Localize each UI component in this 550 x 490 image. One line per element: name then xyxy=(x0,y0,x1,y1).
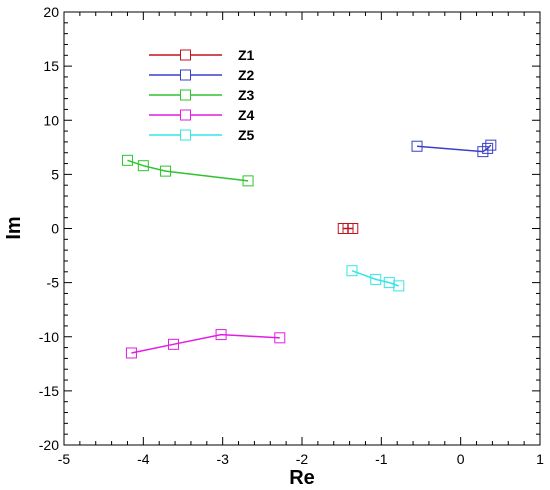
legend-item-z3: Z3 xyxy=(149,87,255,103)
legend-marker xyxy=(180,69,191,81)
y-axis-title: Im xyxy=(3,216,25,239)
x-tick-label: -3 xyxy=(216,451,229,467)
series-line xyxy=(131,333,280,354)
x-tick-label: -1 xyxy=(375,451,388,467)
legend-item-z4: Z4 xyxy=(149,107,255,123)
data-point-marker xyxy=(346,265,358,277)
y-tick-label: -10 xyxy=(39,329,59,345)
legend-item-z5: Z5 xyxy=(149,127,255,143)
x-tick-label: -4 xyxy=(137,451,150,467)
series-line xyxy=(351,270,400,287)
data-point-marker xyxy=(393,280,405,292)
y-tick-label: -5 xyxy=(47,275,60,291)
series-z4 xyxy=(125,329,286,359)
legend-label: Z2 xyxy=(238,67,255,83)
data-point-marker xyxy=(242,175,254,187)
data-point-marker xyxy=(125,347,137,359)
y-tick-label: 0 xyxy=(51,221,59,237)
x-tick-label: 1 xyxy=(536,451,544,467)
y-tick-label: 10 xyxy=(43,112,59,128)
data-point-marker xyxy=(121,154,133,166)
x-axis-title: Re xyxy=(289,467,315,489)
y-tick-label: -20 xyxy=(39,437,59,453)
legend-marker xyxy=(180,89,191,101)
x-tick-label: -5 xyxy=(58,451,71,467)
data-point-marker xyxy=(215,329,227,341)
y-tick-label: -15 xyxy=(39,383,59,399)
legend-marker xyxy=(180,129,191,141)
data-point-marker xyxy=(167,338,179,350)
data-point-marker xyxy=(485,139,497,151)
data-point-marker xyxy=(274,332,286,344)
legend-label: Z1 xyxy=(238,47,255,63)
legend-item-z1: Z1 xyxy=(149,47,255,63)
legend-item-z2: Z2 xyxy=(149,67,255,83)
x-tick-label: -2 xyxy=(296,451,309,467)
legend-label: Z3 xyxy=(238,87,255,103)
series-z1 xyxy=(337,223,359,234)
series-z3 xyxy=(121,154,254,187)
data-point-marker xyxy=(160,165,172,177)
data-point-marker xyxy=(411,140,423,152)
legend-marker xyxy=(180,49,191,61)
data-point-marker xyxy=(370,273,382,285)
data-point-marker xyxy=(482,142,494,154)
plot-series xyxy=(121,139,497,359)
y-tick-label: 15 xyxy=(43,58,59,74)
x-tick-label: 0 xyxy=(457,451,465,467)
series-line xyxy=(416,144,492,153)
y-tick-label: 20 xyxy=(43,4,59,20)
plot-frame xyxy=(63,11,541,446)
y-tick-label: 5 xyxy=(51,166,59,182)
series-z5 xyxy=(346,265,405,292)
legend-marker xyxy=(180,109,191,121)
data-point-marker xyxy=(137,160,149,172)
legend: Z1 Z2 Z3 Z4 Z5 xyxy=(149,47,255,143)
legend-label: Z4 xyxy=(238,107,255,123)
data-point-marker xyxy=(347,223,359,234)
legend-label: Z5 xyxy=(238,127,255,143)
series-z2 xyxy=(411,139,497,158)
series-line xyxy=(127,159,249,182)
